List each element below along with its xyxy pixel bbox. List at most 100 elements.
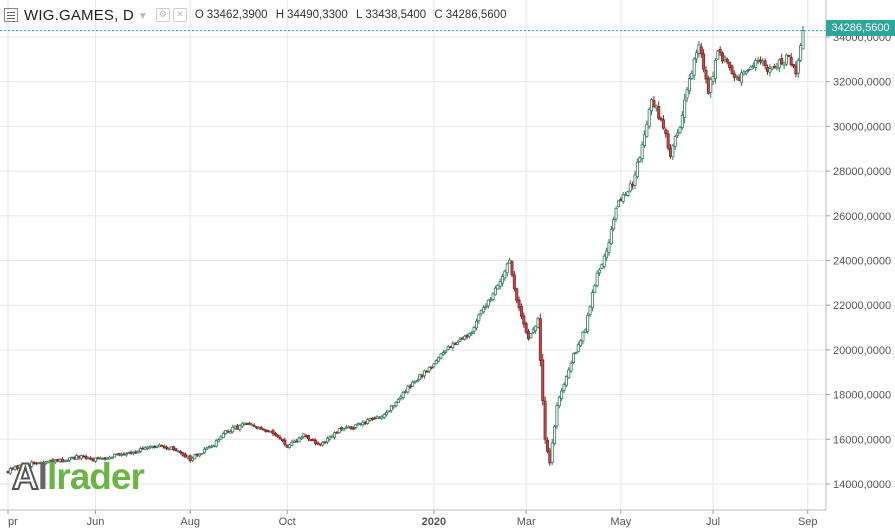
symbol-label[interactable]: WIG.GAMES, D [24,6,134,24]
candle-body [470,332,474,334]
candle-body [321,441,325,446]
candle-body [370,418,374,420]
candle-body [524,323,528,333]
candle-body [153,446,157,448]
candle-body [744,71,748,74]
candle-body [456,341,460,345]
candle-body [713,60,717,79]
candle-body [586,314,590,332]
candle-body [408,385,412,388]
candle-body [647,108,651,127]
candle-body [368,417,372,421]
candle-body [676,132,680,136]
candle-body [228,431,232,434]
candle-body [131,451,135,454]
candle-body [626,191,630,196]
candle-body [236,425,240,430]
candle-body [796,59,800,74]
candle-body [399,396,403,399]
candle-body [238,425,242,430]
candle-body [467,333,471,337]
candle-body [751,64,755,67]
candle-body [671,145,675,158]
settings-icon[interactable]: ⚙ [155,8,170,22]
candle-body [654,105,658,109]
candle-body [269,430,273,433]
candle-body [595,272,599,287]
candle-body [761,60,765,64]
candle-body [65,460,69,463]
candle-body [306,435,310,440]
candle-body [136,450,140,454]
candle-body [297,437,301,443]
candle-body [117,453,121,456]
candle-body [484,305,488,308]
candle-body [309,439,313,441]
x-tick-label: Oct [279,516,296,528]
candle-body [666,133,670,149]
high-value: 34490,3300 [287,9,348,21]
candle-body [574,352,578,354]
candle-body [257,427,261,430]
candle-body [359,423,363,425]
candle-body [252,424,256,427]
candle-body [316,442,320,445]
close-key: C [434,9,443,21]
candle-body [127,452,131,455]
menu-icon[interactable] [4,8,18,22]
candle-layer [6,26,805,475]
candle-body [167,448,171,451]
candle-body [247,423,251,425]
close-icon[interactable]: ✕ [172,8,187,22]
candle-body [489,299,493,302]
x-tick-label: May [610,516,631,528]
candle-body [451,343,455,349]
candle-body [349,426,353,429]
candle-body [621,194,625,202]
candle-body [195,453,199,456]
candle-body [792,64,796,67]
candle-body [8,467,12,474]
candle-body [661,119,665,129]
candle-body [718,49,722,53]
x-tick-label: Sep [798,516,818,528]
candle-body [271,430,275,435]
candle-body [377,417,381,419]
watermark-part-1: A [11,455,40,498]
candle-body [605,250,609,259]
candle-body [799,45,803,61]
candle-body [138,448,142,452]
candle-body [401,392,405,398]
candle-body [356,423,360,426]
candle-body [207,446,211,449]
candle-body [503,270,507,279]
candle-body [465,335,469,338]
candle-body [737,77,741,81]
candle-body [432,363,436,368]
candle-body [382,414,386,418]
candle-body [683,99,687,118]
candle-body [335,431,339,434]
candle-body [186,455,190,459]
candle-body [172,446,176,450]
candle-body [616,200,620,208]
candle-body [250,423,254,426]
candle-body [477,314,481,322]
candle-body [396,399,400,403]
candle-body [214,440,218,447]
candle-body [571,353,575,363]
candle-body [226,430,230,433]
candle-body [704,69,708,80]
ohlc-readout: O 33462,3900 H 34490,3300 L 33438,5400 C 342… [195,9,512,21]
candle-body [739,72,743,83]
watermark-logo: Allrader [11,455,145,498]
chevron-down-icon[interactable]: ▼ [137,10,148,22]
candle-body [773,65,777,68]
candle-body [427,366,431,372]
candle-body [501,275,505,284]
candle-body [283,439,287,445]
candle-body [695,52,699,60]
candle-body [188,455,192,462]
